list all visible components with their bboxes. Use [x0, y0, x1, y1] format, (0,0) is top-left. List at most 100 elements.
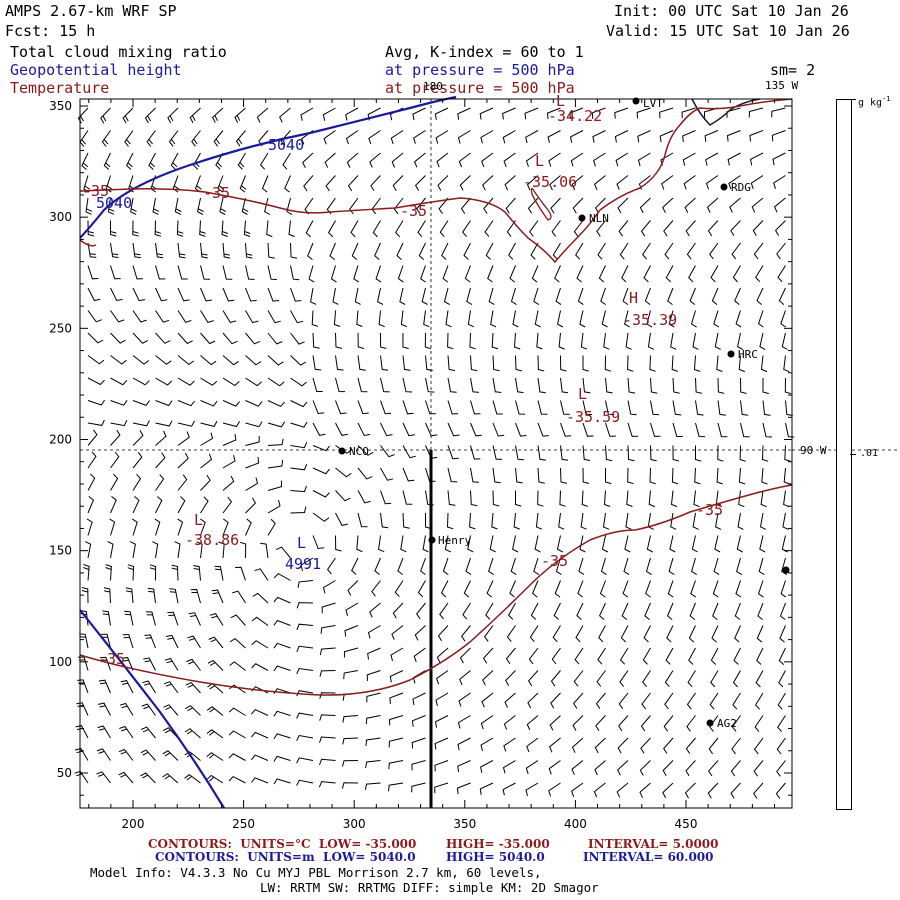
wind-barb — [627, 400, 637, 416]
wind-barb — [251, 731, 269, 739]
wind-barb — [222, 332, 238, 345]
wind-barb — [312, 535, 325, 550]
station-lvt[interactable]: LVT — [632, 97, 664, 110]
wind-barb — [733, 647, 741, 665]
wind-barb — [779, 602, 786, 621]
wind-barb — [163, 704, 179, 716]
wind-barb — [776, 242, 786, 260]
wind-barb — [689, 287, 696, 305]
wind-barb — [375, 265, 382, 283]
wind-barb — [370, 175, 381, 192]
station-nco[interactable]: NCO — [338, 445, 369, 458]
wind-barb — [513, 332, 521, 350]
wind-barb — [671, 355, 679, 372]
wind-barb — [353, 265, 360, 283]
wind-barb — [605, 400, 615, 416]
wind-barb — [537, 377, 546, 394]
wind-barb — [663, 737, 674, 754]
wind-barb — [470, 377, 479, 393]
wind-barb — [592, 130, 606, 143]
wind-barb — [414, 625, 426, 641]
wind-barb — [369, 602, 381, 618]
wind-barb — [753, 737, 764, 755]
wind-barb — [163, 681, 179, 694]
wind-barb — [778, 287, 786, 305]
wind-barb — [200, 355, 217, 366]
wind-barb — [168, 130, 179, 147]
wind-barb — [251, 640, 269, 649]
wind-barb — [555, 557, 562, 576]
wind-barb — [713, 557, 720, 576]
wind-barb — [396, 242, 404, 260]
wind-barb — [439, 602, 449, 620]
wind-barb — [251, 663, 269, 671]
wind-barb — [515, 377, 524, 394]
wind-barb — [185, 705, 201, 716]
wind-barb — [391, 625, 404, 640]
wind-barb — [757, 310, 764, 328]
wind-barb — [713, 310, 720, 328]
wind-barb — [184, 728, 201, 739]
station-ag2[interactable]: AG2 — [706, 717, 737, 730]
station-east-edge[interactable] — [782, 566, 790, 574]
wind-barb — [447, 355, 456, 372]
wind-barb — [579, 535, 586, 553]
wind-barb — [132, 355, 150, 365]
wind-barb — [776, 737, 786, 755]
wind-barb — [571, 175, 584, 191]
station-henry[interactable]: Henry — [428, 534, 472, 547]
extremum-value-1: -34.22 — [548, 107, 602, 125]
wind-barb — [771, 107, 786, 118]
wind-barb — [346, 152, 359, 168]
wind-barb — [162, 727, 179, 739]
wind-barb — [335, 422, 348, 436]
wind-barb — [739, 445, 746, 462]
wind-barb — [402, 490, 413, 505]
wind-barb — [290, 400, 308, 408]
wind-barb — [640, 220, 651, 237]
wind-barb — [143, 657, 156, 671]
wind-barb — [695, 422, 706, 438]
wind-barb — [492, 400, 503, 415]
wind-barb — [572, 692, 584, 709]
wind-barb — [548, 737, 561, 753]
wind-barb — [422, 535, 429, 553]
wind-barb — [377, 287, 384, 305]
wind-barb — [436, 647, 449, 663]
wind-barb — [553, 602, 561, 620]
wind-barb — [569, 107, 584, 119]
wind-barb — [738, 355, 745, 373]
wind-barb — [525, 782, 539, 797]
wind-barb — [380, 332, 387, 349]
temp-label-5: -35 — [541, 552, 568, 570]
wind-barb — [685, 737, 696, 754]
wind-barb — [505, 197, 516, 214]
wind-barb — [480, 715, 494, 730]
wind-barb — [481, 692, 494, 708]
wind-barb — [736, 557, 743, 576]
wind-barb — [267, 332, 283, 345]
wind-barb — [237, 152, 246, 170]
wind-barb — [779, 625, 786, 643]
wind-barb — [603, 490, 611, 507]
wind-barb — [705, 175, 719, 190]
wind-barb — [603, 332, 610, 350]
wind-barb — [165, 634, 179, 649]
wind-barb — [87, 310, 102, 323]
stations: LVT RDG NLN HRC NCO Henry AG2 — [338, 97, 790, 730]
wind-barb — [388, 737, 404, 748]
wind-barb — [245, 355, 262, 366]
wind-barb — [735, 580, 742, 598]
wind-barb — [731, 715, 741, 732]
wind-barb — [245, 287, 257, 302]
station-hrc[interactable]: HRC — [727, 348, 758, 361]
wind-barb — [402, 332, 409, 350]
wind-barb — [200, 377, 218, 386]
station-nln[interactable]: NLN — [578, 212, 609, 225]
wind-barb — [670, 512, 677, 530]
station-rdg[interactable]: RDG — [720, 181, 751, 194]
wind-barb — [665, 265, 674, 283]
wind-barb — [686, 715, 696, 732]
colorbar-unit: g kg-1 — [858, 95, 891, 109]
wind-barb — [560, 467, 568, 484]
